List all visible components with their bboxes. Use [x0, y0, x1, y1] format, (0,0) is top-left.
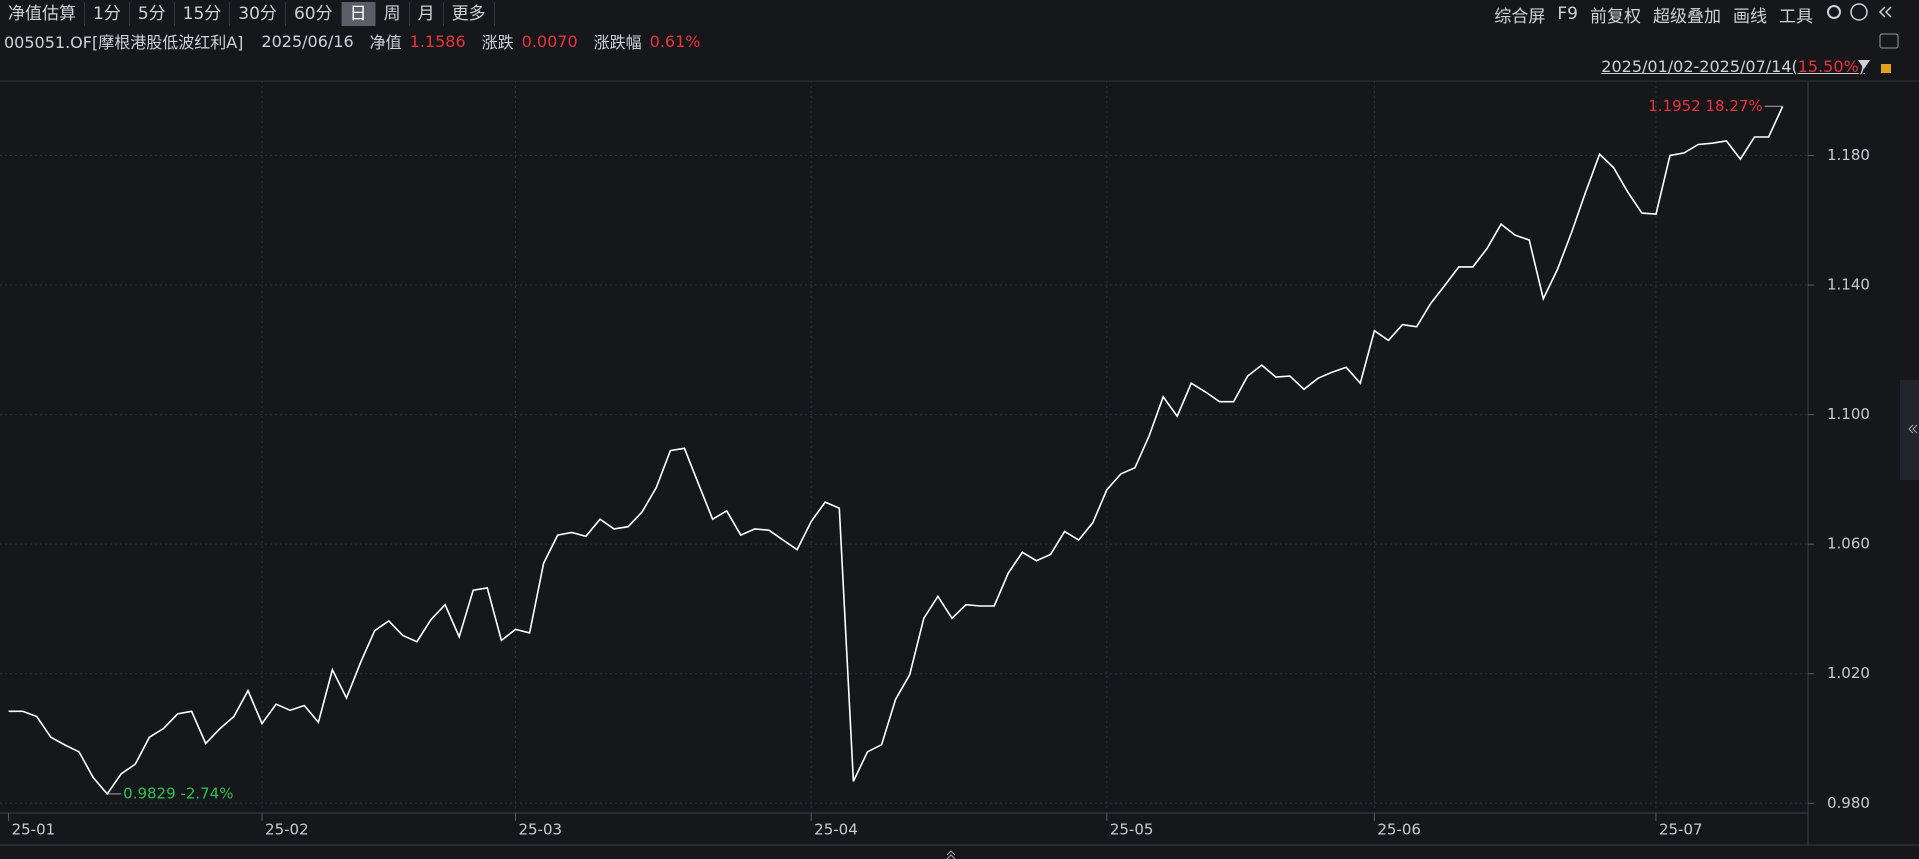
period-button[interactable]: 15分 [175, 2, 231, 26]
icon-set[interactable] [1825, 2, 1895, 22]
range-close: ) [1858, 57, 1865, 76]
period-button[interactable]: 周 [376, 2, 410, 26]
lock-icon[interactable] [1881, 64, 1891, 73]
tool-button[interactable]: 工具 [1779, 6, 1813, 27]
value: 0.61% [649, 31, 701, 51]
x-tick-label: 25-05 [1110, 821, 1154, 839]
value: 0.0070 [521, 31, 578, 51]
wp-icon[interactable] [1879, 33, 1899, 49]
max-label: 1.1952 18.27% [1648, 97, 1762, 115]
fund-code: 005051.OF[摩根港股低波红利A] [4, 33, 244, 52]
expand-icon[interactable] [946, 850, 956, 859]
y-tick-label: 1.140 [1827, 276, 1870, 294]
min-label: 0.9829 -2.74% [123, 784, 233, 802]
date-range[interactable]: 2025/01/02-2025/07/14(15.50%) [1601, 57, 1865, 76]
line [8, 105, 1784, 796]
y-tick-label: 1.180 [1827, 146, 1870, 164]
range-change: 15.50% [1797, 57, 1859, 76]
period-button[interactable]: 5分 [130, 2, 175, 26]
tool-button[interactable]: 前复权 [1590, 6, 1641, 27]
info-row: 005051.OF[摩根港股低波红利A] 2025/06/16 净值 1.158… [0, 28, 700, 54]
period-button[interactable]: 60分 [286, 2, 342, 26]
period-button[interactable]: 月 [410, 2, 444, 26]
y-tick-label: 0.980 [1827, 794, 1870, 812]
y-tick-label: 1.060 [1827, 535, 1870, 553]
period-button[interactable]: 更多 [444, 2, 495, 26]
label: 涨跌幅 [593, 33, 642, 52]
y-tick-label: 1.100 [1827, 405, 1870, 423]
icons[interactable] [1825, 2, 1895, 27]
tool-button[interactable]: 综合屏 [1494, 6, 1546, 27]
tool-button[interactable]: F9 [1557, 4, 1578, 24]
x-tick-label: 25-03 [518, 821, 562, 839]
x-tick-label: 25-06 [1377, 821, 1421, 839]
range-text: 2025/01/02-2025/07/14( [1601, 57, 1798, 76]
value: 1.1586 [409, 31, 466, 51]
label: 净值 [369, 33, 402, 52]
x-tick-label: 25-01 [12, 821, 56, 839]
period-button[interactable]: 净值估算 [0, 2, 85, 26]
date: 2025/06/16 [261, 31, 354, 51]
period-button[interactable]: 1分 [85, 2, 130, 26]
tools: 综合屏 F9 前复权 超级叠加 画线 工具 [1494, 0, 1895, 28]
dropdown-icon[interactable] [1858, 60, 1870, 69]
period-button[interactable]: 日 [341, 2, 376, 26]
period-button[interactable]: 30分 [230, 2, 286, 26]
x-tick-label: 25-02 [265, 821, 309, 839]
x-tick-label: 25-07 [1659, 821, 1703, 839]
x-tick-label: 25-04 [814, 821, 858, 839]
collapse-icon[interactable] [1908, 424, 1918, 434]
tool-button[interactable]: 超级叠加 [1653, 6, 1721, 27]
toolbar: 净值估算 1分 5分 15分 30分 60分日周月更多 [0, 0, 495, 28]
tool-button[interactable]: 画线 [1733, 6, 1767, 27]
label: 涨跌 [481, 33, 514, 52]
y-tick-label: 1.020 [1827, 664, 1870, 682]
